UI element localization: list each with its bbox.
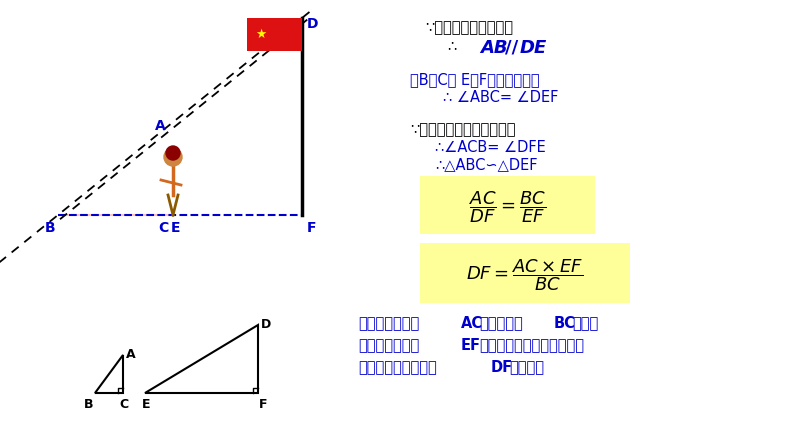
Text: ∴∠ACB= ∠DFE: ∴∠ACB= ∠DFE [435, 140, 545, 155]
Text: 均可测量得出，所以代入测: 均可测量得出，所以代入测 [479, 338, 584, 353]
Text: AC: AC [461, 316, 483, 331]
Text: A: A [126, 349, 136, 362]
Text: 时刻旗杆的影长: 时刻旗杆的影长 [358, 338, 419, 353]
Text: ★: ★ [255, 28, 266, 41]
Text: EF: EF [461, 338, 481, 353]
Text: C: C [119, 397, 129, 410]
Text: 又B、C、 E、F在一条直线上: 又B、C、 E、F在一条直线上 [410, 72, 540, 87]
Text: D: D [261, 319, 271, 332]
Text: E: E [172, 221, 181, 235]
Text: BC: BC [554, 316, 576, 331]
Text: D: D [306, 17, 318, 31]
Text: 因为同学的身高: 因为同学的身高 [358, 316, 419, 331]
Text: $DF = \dfrac{AC \times EF}{BC}$: $DF = \dfrac{AC \times EF}{BC}$ [466, 257, 584, 293]
Text: ∵人与旗杆是垂直于地面的: ∵人与旗杆是垂直于地面的 [410, 122, 515, 137]
Text: $\dfrac{AC}{DF} = \dfrac{BC}{EF}$: $\dfrac{AC}{DF} = \dfrac{BC}{EF}$ [469, 189, 546, 225]
Bar [420, 243, 630, 303]
Text: E: E [142, 397, 150, 410]
Text: F: F [306, 221, 316, 235]
Text: AB: AB [480, 39, 507, 57]
Text: 量数据即可求出旗杆: 量数据即可求出旗杆 [358, 360, 437, 375]
Text: F: F [259, 397, 268, 410]
Text: C: C [158, 221, 168, 235]
Text: ∴ ∠ABC= ∠DEF: ∴ ∠ABC= ∠DEF [443, 90, 558, 105]
Bar [420, 176, 595, 234]
Bar [247, 18, 302, 51]
Text: ∴△ABC∽△DEF: ∴△ABC∽△DEF [435, 157, 538, 172]
Text: B: B [44, 221, 56, 235]
Circle shape [164, 148, 182, 166]
Text: //: // [505, 39, 518, 57]
Circle shape [166, 146, 180, 160]
Text: DF: DF [491, 360, 513, 375]
Text: 的高度。: 的高度。 [509, 360, 544, 375]
Text: 及同一: 及同一 [572, 316, 598, 331]
Text: B: B [84, 397, 94, 410]
Text: ∵太阳的光线是平行的: ∵太阳的光线是平行的 [425, 20, 513, 35]
Text: 和她的影长: 和她的影长 [479, 316, 522, 331]
Text: A: A [155, 119, 165, 133]
Text: ∴: ∴ [447, 38, 457, 53]
Text: DE: DE [520, 39, 547, 57]
